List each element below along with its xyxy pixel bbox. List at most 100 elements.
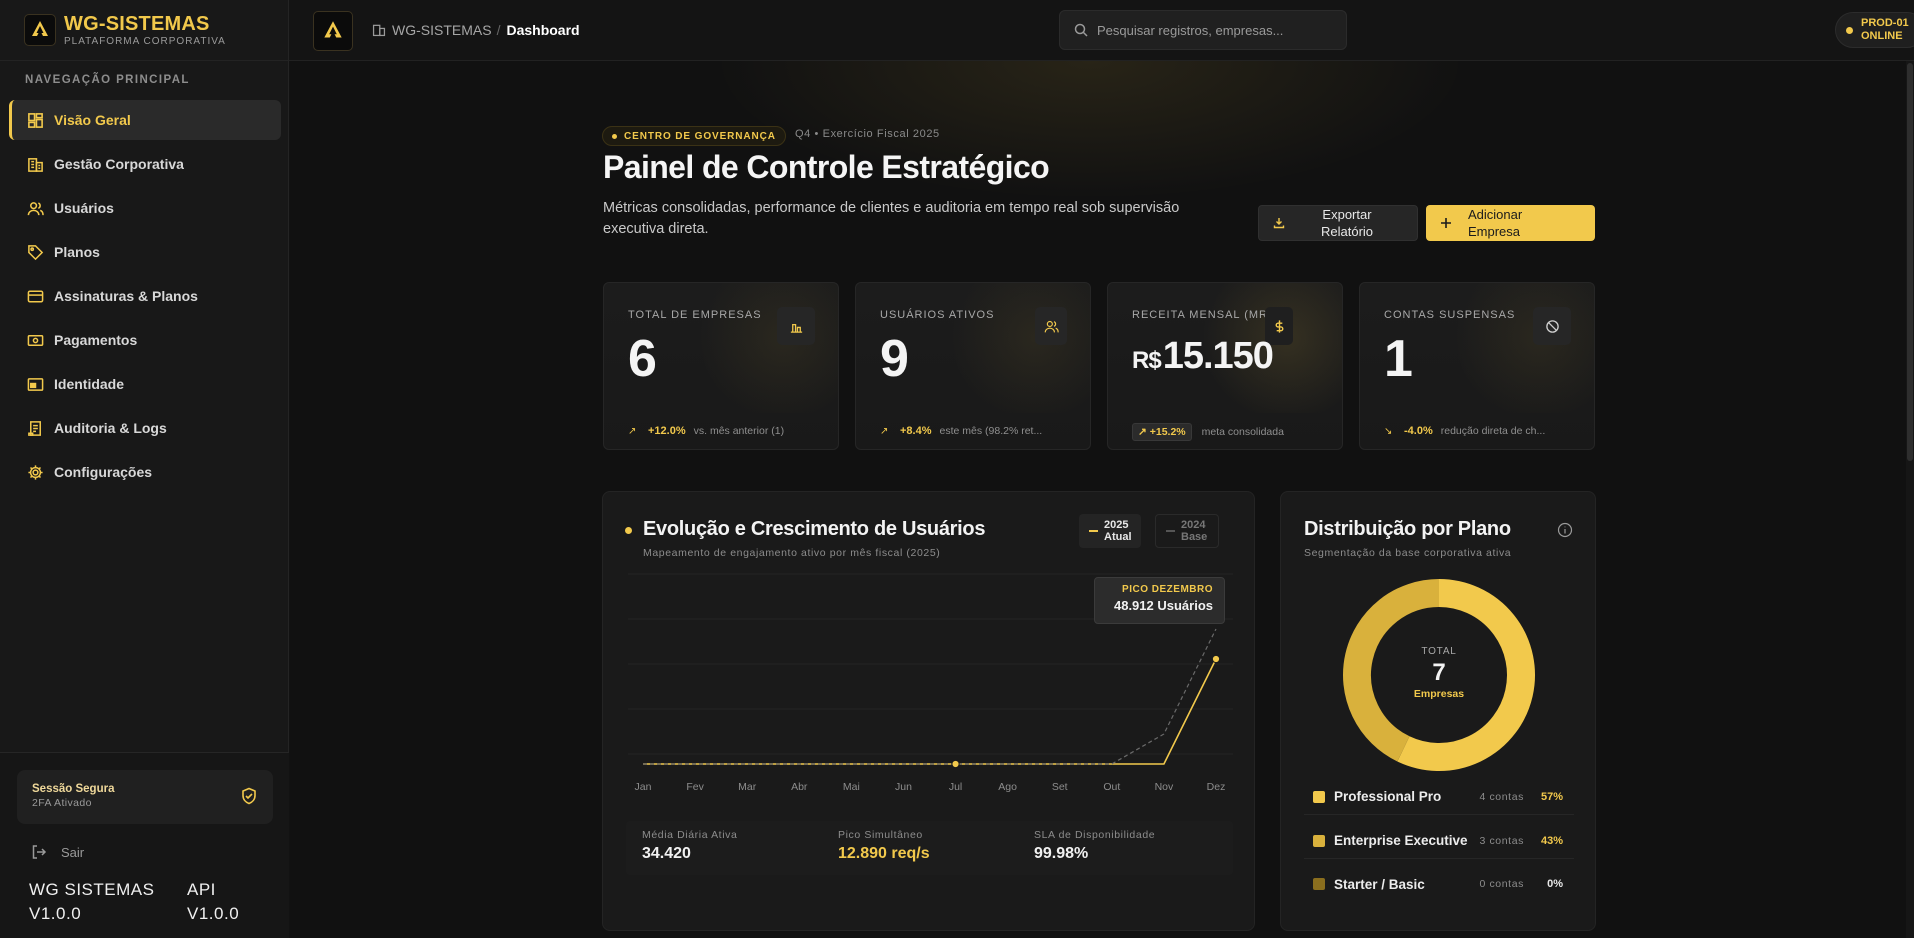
growth-line-chart[interactable]: Jan Fev Mar Abr Mai Jun Jul Ago Set Out Nov Dez [603,492,1256,812]
users-icon [26,199,44,217]
sidebar-item-identidade[interactable]: Identidade [9,364,281,404]
plan-distribution-card: Distribuição por Plano Segmentação da ba… [1280,491,1596,931]
plan-row-enterprise[interactable]: Enterprise Executive 3 contas 43% [1304,823,1574,859]
main-scrollbar[interactable] [1906,61,1914,938]
plan-count: 3 contas [1479,834,1524,847]
kpi-trend: ↘ -4.0% redução direta de ch... [1384,425,1584,437]
plan-swatch [1313,878,1325,890]
fiscal-period: Q4 • Exercício Fiscal 2025 [795,128,940,140]
sidebar-item-assinaturas[interactable]: Assinaturas & Planos [9,276,281,316]
sidebar-item-auditoria[interactable]: Auditoria & Logs [9,408,281,448]
kpi-usuarios-ativos[interactable]: USUÁRIOS ATIVOS 9 ↗ +8.4% este mês (98.2… [855,282,1091,450]
kpi-note: redução direta de ch... [1440,425,1546,437]
environment-status[interactable]: PROD-01 ONLINE [1835,12,1914,48]
donut-slice-professional-pro[interactable] [1397,579,1535,771]
x-tick-label: Jun [895,781,912,793]
donut-center-value: 7 [1432,659,1446,686]
legend-2024-toggle[interactable]: 2024 Base [1155,514,1219,548]
sidebar-nav: Visão Geral Gestão Corporativa Usuários … [9,100,281,496]
breadcrumb-root[interactable]: WG-SISTEMAS [392,22,492,38]
sidebar: WG-SISTEMAS PLATAFORMA CORPORATIVA NAVEG… [0,0,289,938]
legend-label: Base [1181,531,1208,543]
sidebar-item-label: Planos [54,244,100,260]
kpi-total-empresas[interactable]: TOTAL DE EMPRESAS 6 ↗ +12.0% vs. mês ant… [603,282,839,450]
plan-donut-chart[interactable] [1342,578,1536,772]
sidebar-item-label: Identidade [54,376,125,392]
brand[interactable]: WG-SISTEMAS PLATAFORMA CORPORATIVA [0,0,288,61]
governance-tag: CENTRO DE GOVERNANÇA [602,126,786,146]
kpi-pct: +15.2% [1149,426,1186,438]
kpi-value: R$15.150 [1132,335,1274,378]
logout-button[interactable]: Sair [31,844,84,860]
sidebar-item-planos[interactable]: Planos [9,232,281,272]
brand-name: WG-SISTEMAS [64,12,210,35]
search-box[interactable] [1059,10,1347,50]
plan-row-professional[interactable]: Professional Pro 4 contas 57% [1304,779,1574,815]
ban-icon [1533,307,1571,345]
x-tick-label: Mai [843,781,860,793]
legend-year: 2024 [1181,519,1206,531]
chart-tooltip: PICO DEZEMBRO 48.912 Usuários [1094,577,1225,624]
search-input[interactable] [1097,22,1327,38]
legend-2025-toggle[interactable]: 2025 Atual [1079,514,1141,548]
stat-label: Pico Simultâneo [838,829,923,841]
topbar-logo[interactable] [313,11,353,51]
page-description: Métricas consolidadas, performance de cl… [603,200,1180,237]
info-icon[interactable] [1557,522,1573,538]
export-report-button[interactable]: Exportar Relatório [1258,205,1418,241]
sidebar-item-configuracoes[interactable]: Configurações [9,452,281,492]
logout-icon [32,845,47,859]
building-icon [372,24,386,37]
sidebar-item-label: Visão Geral [54,112,131,128]
app-version-name: WG SISTEMAS [29,880,155,899]
dollar-icon [1265,307,1293,345]
kpi-label: RECEITA MENSAL (MRR) [1132,309,1282,321]
trend-down-icon: ↘ [1384,425,1393,437]
kpi-note: este mês (98.2% ret... [939,425,1043,437]
kpi-label: USUÁRIOS ATIVOS [880,309,995,321]
x-tick-label: Abr [791,781,808,793]
legend-swatch [1089,530,1098,532]
kpi-trend: ↗ +12.0% vs. mês anterior (1) [628,425,828,437]
tag-label: CENTRO DE GOVERNANÇA [624,130,776,142]
plan-swatch [1313,790,1325,803]
banknote-icon [26,331,44,349]
stat-media-diaria: Média Diária Ativa 34.420 [642,829,737,863]
gear-icon [26,463,44,481]
plan-count: 4 contas [1479,790,1524,803]
growth-chart-subtitle: Mapeamento de engajamento ativo por mês … [643,547,941,559]
add-company-button[interactable]: Adicionar Empresa [1426,205,1595,241]
stat-value: 12.890 req/s [838,845,930,862]
logout-label: Sair [61,844,85,860]
status-dot [1846,26,1853,34]
data-point-dez [1211,654,1221,664]
kpi-receita-mensal[interactable]: RECEITA MENSAL (MRR) R$15.150 ↗ +15.2% m… [1107,282,1343,450]
plan-pct: 43% [1540,834,1563,847]
growth-chart-card: Evolução e Crescimento de Usuários Mapea… [602,491,1255,931]
donut-slice-enterprise-executive[interactable] [1343,579,1440,762]
kpi-value: 6 [628,330,657,388]
sidebar-item-pagamentos[interactable]: Pagamentos [9,320,281,360]
sidebar-item-label: Usuários [54,200,114,216]
kpi-value: 9 [880,330,909,388]
app-version-number: V1.0.0 [29,904,82,923]
sidebar-item-visao-geral[interactable]: Visão Geral [9,100,281,140]
session-status[interactable]: Sessão Segura 2FA Ativado [17,770,273,824]
plan-name: Professional Pro [1334,789,1442,804]
data-point-jul [951,759,960,769]
sidebar-item-usuarios[interactable]: Usuários [9,188,281,228]
breadcrumb: WG-SISTEMAS / Dashboard [372,22,580,38]
sidebar-item-gestao-corporativa[interactable]: Gestão Corporativa [9,144,281,184]
add-company-label: Adicionar Empresa [1468,207,1523,239]
growth-stats: Média Diária Ativa 34.420 Pico Simultâne… [626,821,1233,875]
dashboard-grid-icon [26,111,44,129]
stat-sla: SLA de Disponibilidade 99.98% [1034,829,1155,863]
kpi-contas-suspensas[interactable]: CONTAS SUSPENSAS 1 ↘ -4.0% redução diret… [1359,282,1595,450]
donut-center-label: TOTAL [1421,646,1457,657]
x-tick-label: Out [1103,781,1120,793]
legend-label: Atual [1104,531,1132,543]
distribution-subtitle: Segmentação da base corporativa ativa [1304,547,1512,559]
plan-row-starter[interactable]: Starter / Basic 0 contas 0% [1304,866,1574,902]
stat-value: 34.420 [642,845,691,862]
